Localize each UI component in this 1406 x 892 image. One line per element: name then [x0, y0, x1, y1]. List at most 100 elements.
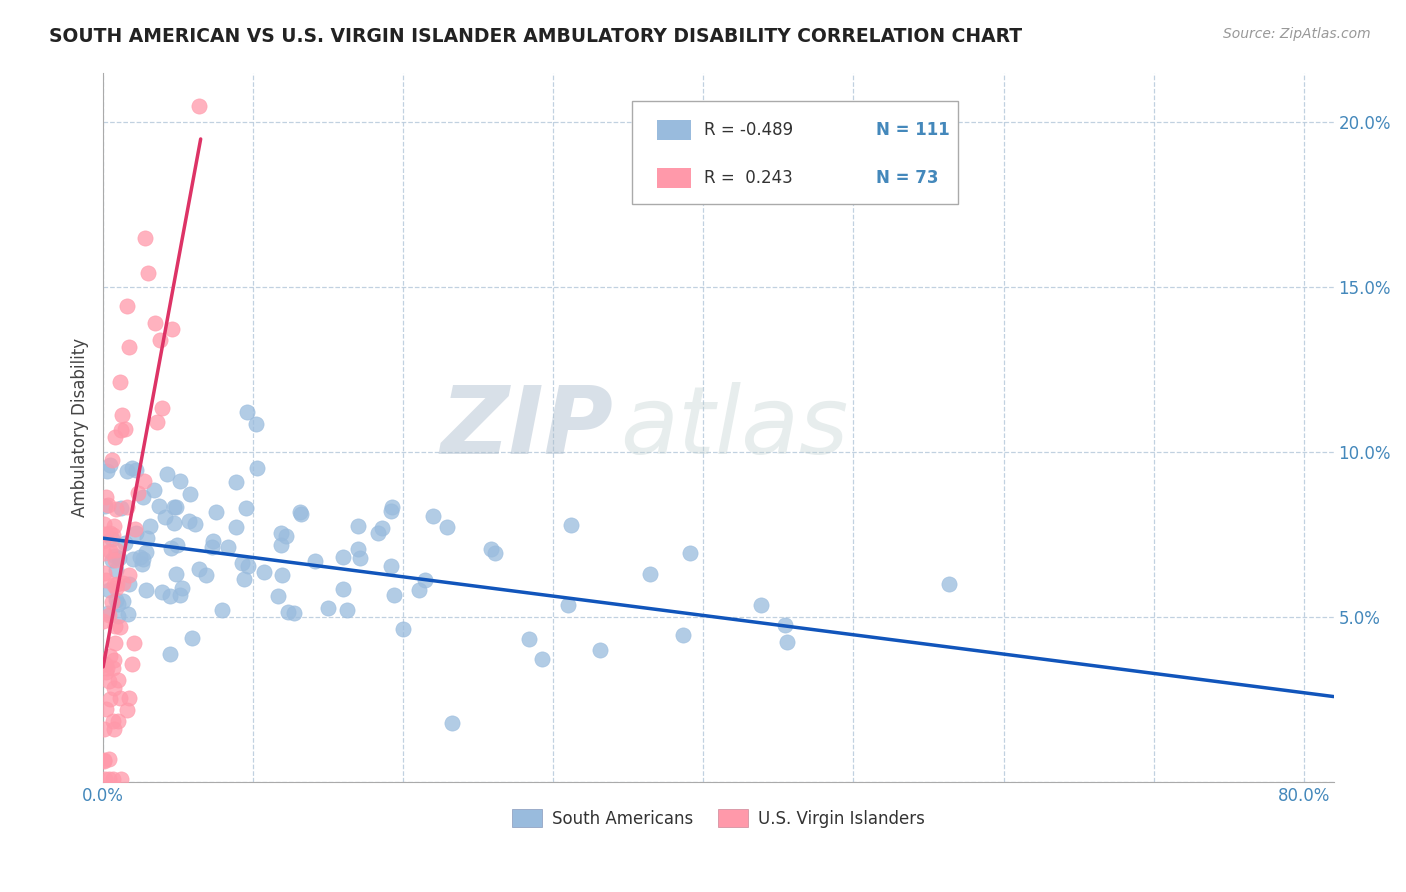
Point: [118, 568, 141, 582]
Point: [381, 500, 404, 514]
Point: [98, 608, 121, 623]
FancyBboxPatch shape: [633, 102, 959, 204]
Point: [166, 538, 188, 552]
Point: [233, 572, 256, 586]
Text: atlas: atlas: [620, 382, 848, 473]
Point: [93, 754, 115, 768]
Point: [201, 541, 224, 555]
Point: [138, 519, 160, 533]
Point: [253, 565, 276, 579]
Point: [124, 522, 146, 536]
Point: [94, 702, 117, 716]
Point: [422, 509, 444, 524]
Point: [773, 618, 796, 632]
Point: [181, 631, 204, 645]
Point: [235, 500, 257, 515]
Point: [117, 500, 139, 514]
Point: [169, 474, 191, 488]
Point: [283, 606, 305, 620]
Point: [156, 467, 179, 482]
Point: [188, 99, 211, 113]
Point: [105, 502, 128, 516]
Point: [101, 528, 124, 542]
Point: [118, 691, 141, 706]
Point: [114, 422, 136, 436]
Point: [110, 500, 132, 515]
Point: [304, 554, 326, 568]
Point: [557, 598, 579, 612]
Point: [112, 576, 135, 591]
Point: [104, 619, 127, 633]
Point: [98, 525, 121, 540]
Point: [97, 498, 120, 512]
Point: [93, 722, 115, 736]
Point: [160, 322, 183, 336]
Point: [143, 316, 166, 330]
Point: [163, 516, 186, 531]
Bar: [657, 120, 692, 140]
Point: [332, 550, 354, 565]
Point: [415, 573, 437, 587]
Point: [105, 576, 128, 591]
Point: [101, 772, 124, 786]
Point: [101, 453, 124, 467]
Text: N = 111: N = 111: [876, 120, 949, 139]
Point: [93, 499, 115, 513]
Point: [94, 574, 117, 588]
Point: [640, 567, 662, 582]
Point: [380, 504, 402, 518]
Point: [231, 556, 253, 570]
Point: [159, 589, 181, 603]
Point: [101, 532, 124, 546]
Point: [290, 507, 312, 521]
Point: [108, 691, 131, 706]
Point: [179, 515, 201, 529]
Point: [97, 606, 120, 620]
Point: [104, 592, 127, 607]
Point: [98, 582, 121, 597]
Point: [277, 605, 299, 619]
Point: [371, 521, 394, 535]
Point: [96, 465, 118, 479]
Point: [165, 566, 187, 581]
Point: [110, 423, 132, 437]
Point: [125, 526, 148, 541]
Point: [93, 546, 115, 560]
Point: [93, 657, 115, 672]
Point: [560, 518, 582, 533]
Point: [169, 588, 191, 602]
Text: N = 73: N = 73: [876, 169, 938, 186]
Point: [316, 601, 339, 615]
Point: [121, 552, 143, 566]
Text: Source: ZipAtlas.com: Source: ZipAtlas.com: [1223, 27, 1371, 41]
Point: [94, 772, 117, 786]
Point: [125, 463, 148, 477]
Point: [107, 714, 129, 728]
Point: [118, 340, 141, 354]
Text: R = -0.489: R = -0.489: [703, 120, 793, 139]
Point: [195, 568, 218, 582]
Point: [202, 534, 225, 549]
Point: [104, 549, 127, 563]
Point: [103, 723, 125, 737]
Y-axis label: Ambulatory Disability: Ambulatory Disability: [72, 338, 89, 517]
Point: [479, 542, 502, 557]
Point: [100, 595, 122, 609]
Point: [98, 772, 121, 786]
Point: [132, 490, 155, 504]
Point: [382, 588, 405, 602]
Point: [100, 649, 122, 664]
Point: [205, 505, 228, 519]
Point: [367, 525, 389, 540]
Point: [159, 647, 181, 661]
Point: [128, 549, 150, 564]
Point: [270, 537, 292, 551]
Point: [104, 636, 127, 650]
Point: [97, 673, 120, 688]
Point: [349, 550, 371, 565]
Point: [589, 643, 612, 657]
Point: [103, 653, 125, 667]
Bar: [657, 168, 692, 187]
Point: [274, 529, 297, 543]
Point: [217, 540, 239, 554]
